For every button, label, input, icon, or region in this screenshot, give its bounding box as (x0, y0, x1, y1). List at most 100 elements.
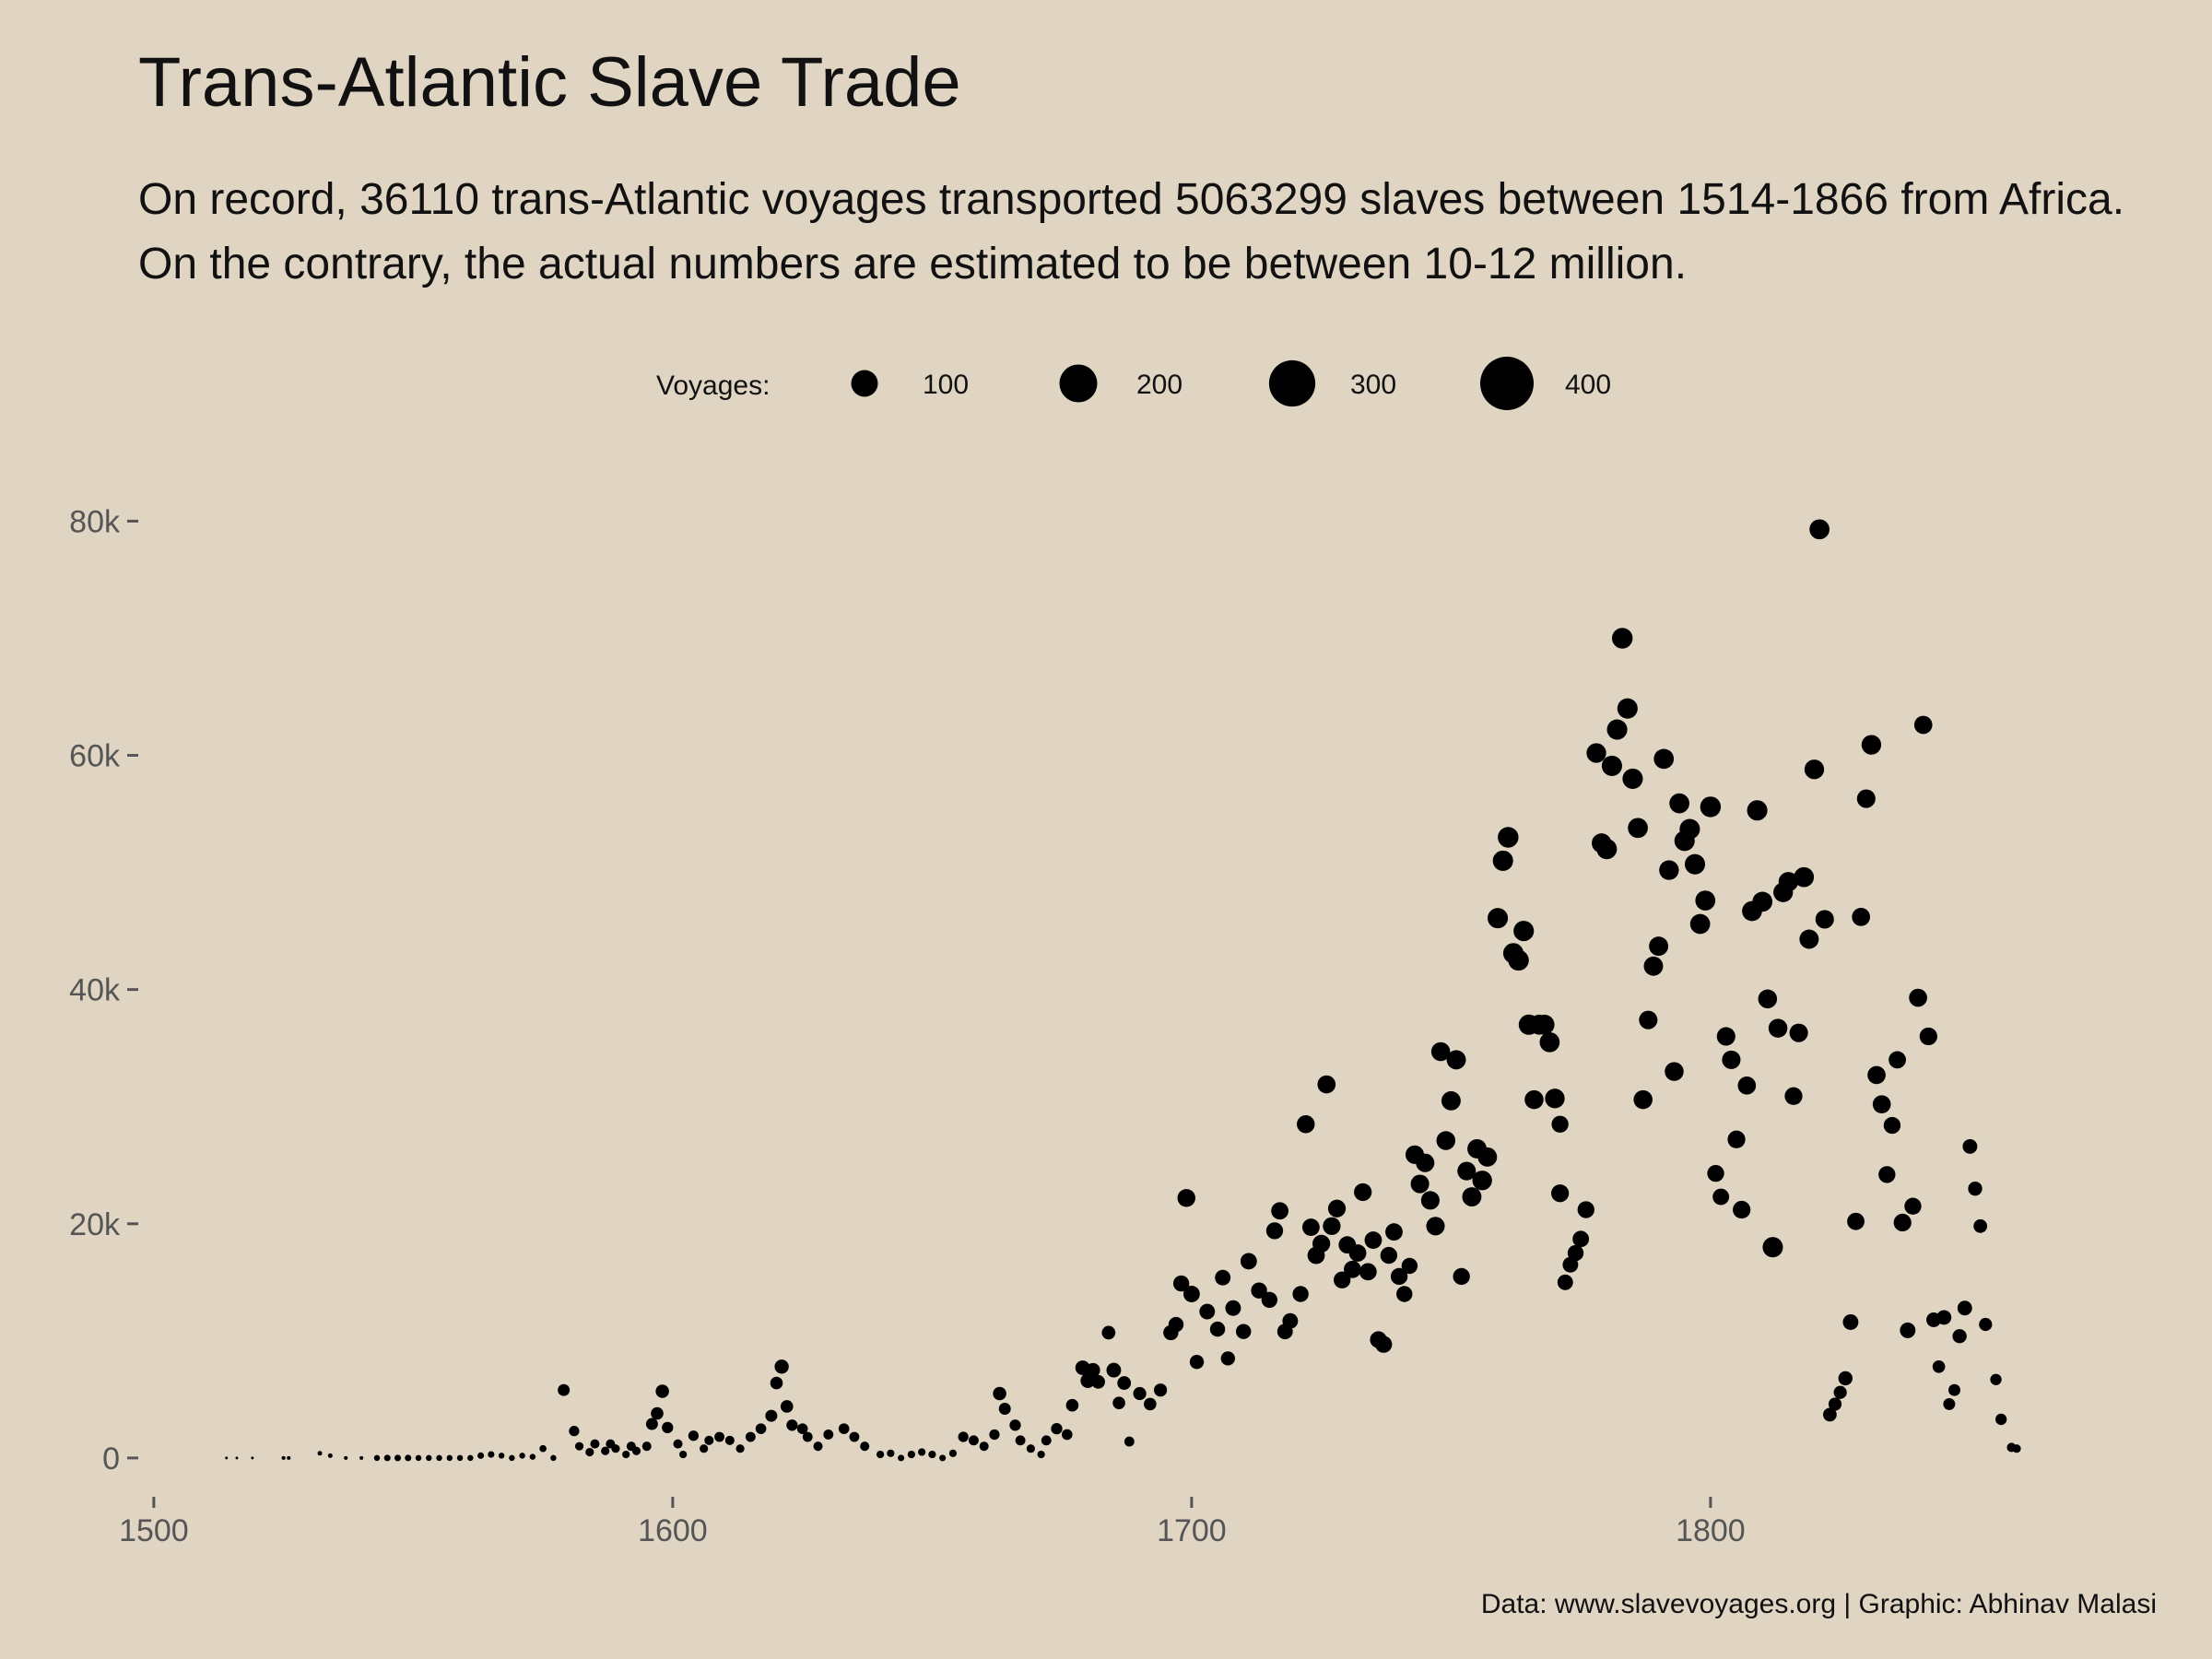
data-point (1768, 1018, 1788, 1038)
data-point (498, 1453, 505, 1459)
data-point (907, 1450, 915, 1459)
data-point (1453, 1267, 1470, 1286)
data-point (958, 1431, 969, 1442)
data-point (1009, 1419, 1021, 1431)
data-point (1061, 1429, 1073, 1441)
data-point (509, 1454, 515, 1462)
data-point (415, 1454, 422, 1462)
data-point (1913, 715, 1933, 735)
data-point (1695, 890, 1716, 911)
data-point (1784, 1087, 1803, 1105)
data-point (1265, 1222, 1284, 1240)
data-point (1396, 1286, 1413, 1302)
data-point (1235, 1324, 1252, 1339)
data-point (1727, 1130, 1746, 1148)
data-point (611, 1444, 620, 1453)
data-point (1867, 1065, 1886, 1085)
data-point (1492, 850, 1513, 871)
data-point (1962, 1138, 1978, 1154)
x-tick-label: 1700 (1157, 1513, 1227, 1548)
data-point (550, 1454, 557, 1462)
data-point (359, 1455, 364, 1460)
data-point (1154, 1383, 1168, 1397)
data-point (2012, 1444, 2021, 1453)
data-point (1842, 1314, 1859, 1330)
data-point (1794, 866, 1815, 888)
data-point (969, 1435, 979, 1446)
legend-title: Voyages: (656, 371, 770, 401)
data-point (1712, 1188, 1730, 1206)
data-point (1385, 1223, 1403, 1241)
data-point (1684, 853, 1706, 875)
data-point (1789, 1023, 1808, 1042)
data-point (641, 1441, 652, 1452)
data-point (1948, 1383, 1960, 1396)
data-point (1943, 1397, 1956, 1410)
data-point (1936, 1310, 1952, 1325)
data-point (1477, 1147, 1498, 1167)
data-point (1472, 1171, 1492, 1191)
data-point (1847, 1212, 1865, 1230)
data-point (849, 1431, 860, 1442)
data-point (1628, 818, 1648, 839)
data-point (1323, 1217, 1341, 1235)
data-point (1577, 1201, 1594, 1218)
data-points (225, 519, 2021, 1462)
data-point (1420, 1191, 1440, 1210)
data-point (1557, 1274, 1573, 1290)
data-point (780, 1400, 794, 1413)
data-point (1643, 956, 1664, 976)
data-point (998, 1403, 1011, 1416)
data-point (1327, 1199, 1347, 1218)
legend-key-200 (1059, 364, 1098, 403)
data-point (1883, 1116, 1901, 1135)
data-point (918, 1448, 926, 1456)
data-point (1498, 827, 1519, 848)
data-point (1401, 1257, 1418, 1275)
legend-key-100 (851, 370, 878, 397)
data-point (1359, 1263, 1377, 1281)
data-point (426, 1454, 432, 1462)
data-point (1209, 1321, 1226, 1337)
data-point (1292, 1286, 1309, 1302)
data-point (1567, 1244, 1584, 1262)
data-point (1639, 1010, 1658, 1030)
data-point (1215, 1269, 1231, 1286)
data-point (1037, 1450, 1045, 1459)
data-point (1441, 1090, 1461, 1111)
data-point (1957, 1300, 1972, 1316)
data-point (1601, 755, 1622, 777)
data-point (1524, 1089, 1544, 1110)
data-point (679, 1450, 688, 1459)
data-point (1457, 1161, 1477, 1181)
data-point (1416, 1153, 1435, 1172)
data-point (488, 1451, 495, 1458)
legend-label-200: 200 (1136, 370, 1182, 400)
data-point (1822, 1407, 1837, 1422)
data-point (1665, 1062, 1684, 1081)
data-point (1888, 1051, 1906, 1069)
y-tick-label: 80k (69, 504, 121, 539)
data-point (1778, 872, 1799, 892)
data-point (1534, 1014, 1555, 1035)
data-point (1809, 519, 1830, 540)
data-point (774, 1359, 789, 1374)
legend-key-300 (1268, 359, 1316, 407)
data-point (1633, 1089, 1653, 1110)
data-point (394, 1454, 402, 1462)
data-point (948, 1449, 958, 1457)
data-point (1852, 908, 1871, 926)
data-point (1446, 1050, 1466, 1070)
data-point (1828, 1397, 1842, 1411)
data-point (1251, 1282, 1267, 1299)
data-point (1900, 1322, 1916, 1338)
data-point (928, 1450, 936, 1459)
data-point (655, 1384, 669, 1398)
data-point (1861, 735, 1882, 755)
data-point (1282, 1312, 1299, 1329)
data-point (662, 1421, 674, 1433)
data-point (1508, 949, 1529, 971)
data-point (1199, 1303, 1216, 1320)
data-point (765, 1409, 778, 1422)
